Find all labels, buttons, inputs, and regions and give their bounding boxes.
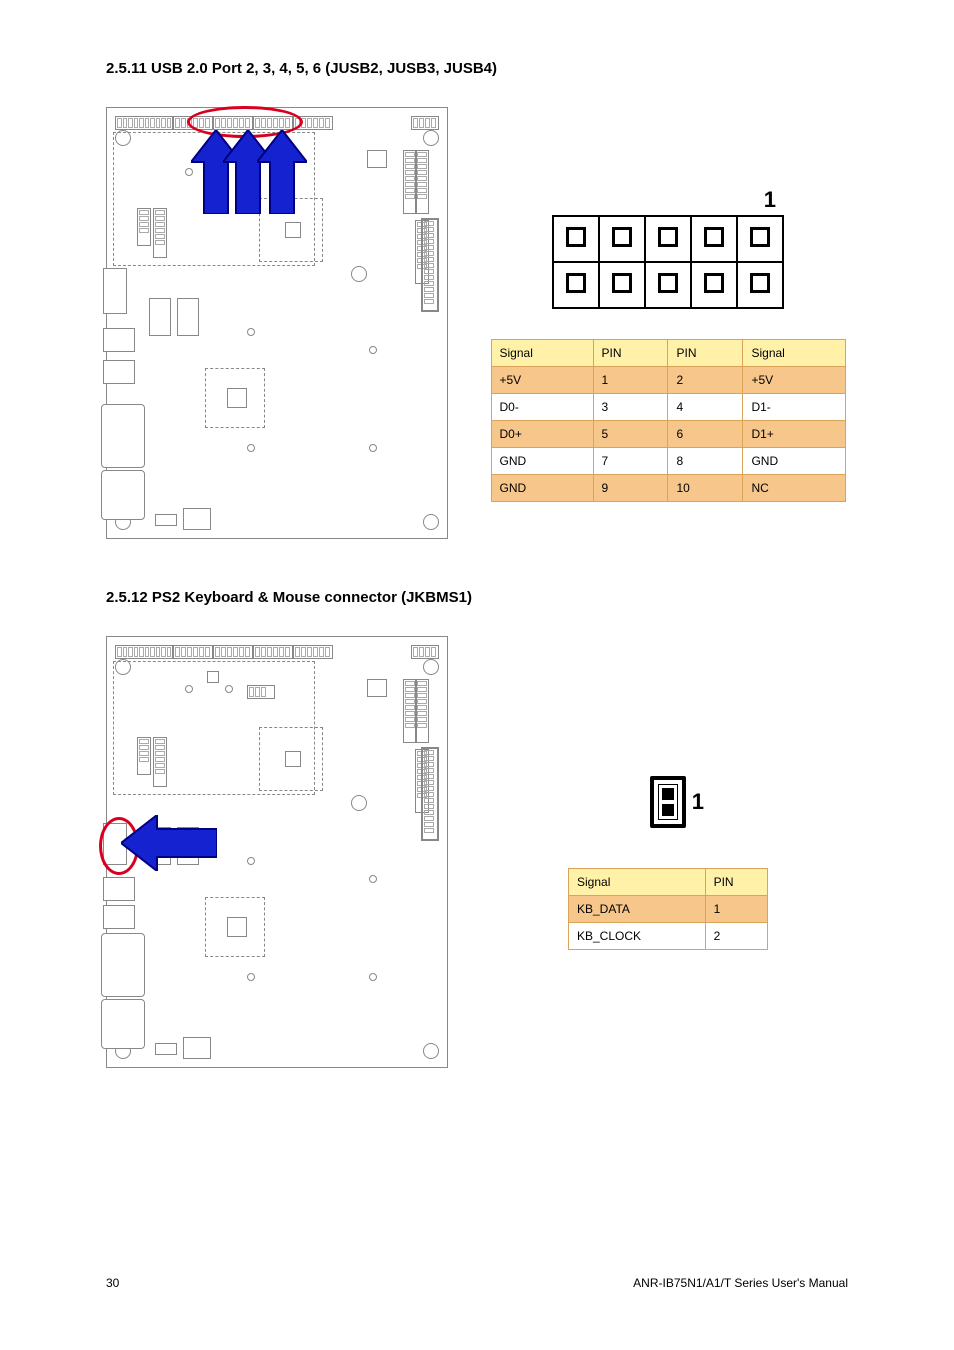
pin-header-2-diagram: 1 — [650, 776, 686, 828]
table-row: D0+56D1+ — [491, 421, 845, 448]
pin1-label-usb: 1 — [552, 187, 784, 213]
table-row: GND78GND — [491, 448, 845, 475]
table-row: KB_DATA1 — [569, 896, 768, 923]
ps2-section-row: 1 Signal PIN KB_DATA1 KB_CLOCK2 — [106, 636, 848, 1068]
table-row: D0-34D1- — [491, 394, 845, 421]
col-signal-l: Signal — [491, 340, 593, 367]
usb-section-row: 1 Signal PIN PIN Signal + — [106, 107, 848, 539]
board-diagram-ps2 — [106, 636, 448, 1068]
arrow-ps2 — [121, 815, 217, 871]
col-signal: Signal — [569, 869, 706, 896]
pin-header-10-diagram: 1 — [552, 187, 784, 309]
section-title-usb: 2.5.11 USB 2.0 Port 2, 3, 4, 5, 6 (JUSB2… — [106, 60, 848, 77]
arrow-usb-3 — [257, 130, 307, 214]
section-title-ps2: 2.5.12 PS2 Keyboard & Mouse connector (J… — [106, 589, 848, 606]
table-row: +5V12+5V — [491, 367, 845, 394]
ps2-signal-table: Signal PIN KB_DATA1 KB_CLOCK2 — [568, 868, 768, 950]
footer-page-number: 30 — [106, 1276, 119, 1290]
page-footer: 30 ANR-IB75N1/A1/T Series User's Manual — [106, 1276, 848, 1290]
table-row: GND910NC — [491, 475, 845, 502]
usb-signal-table: Signal PIN PIN Signal +5V12+5V D0-34D1- … — [491, 339, 846, 502]
col-pin: PIN — [705, 869, 767, 896]
footer-manual-title: ANR-IB75N1/A1/T Series User's Manual — [633, 1276, 848, 1290]
col-pin-r: PIN — [668, 340, 743, 367]
col-pin-l: PIN — [593, 340, 668, 367]
table-row: KB_CLOCK2 — [569, 923, 768, 950]
pin1-label-ps2: 1 — [692, 789, 704, 815]
col-signal-r: Signal — [743, 340, 845, 367]
board-diagram-usb — [106, 107, 448, 539]
